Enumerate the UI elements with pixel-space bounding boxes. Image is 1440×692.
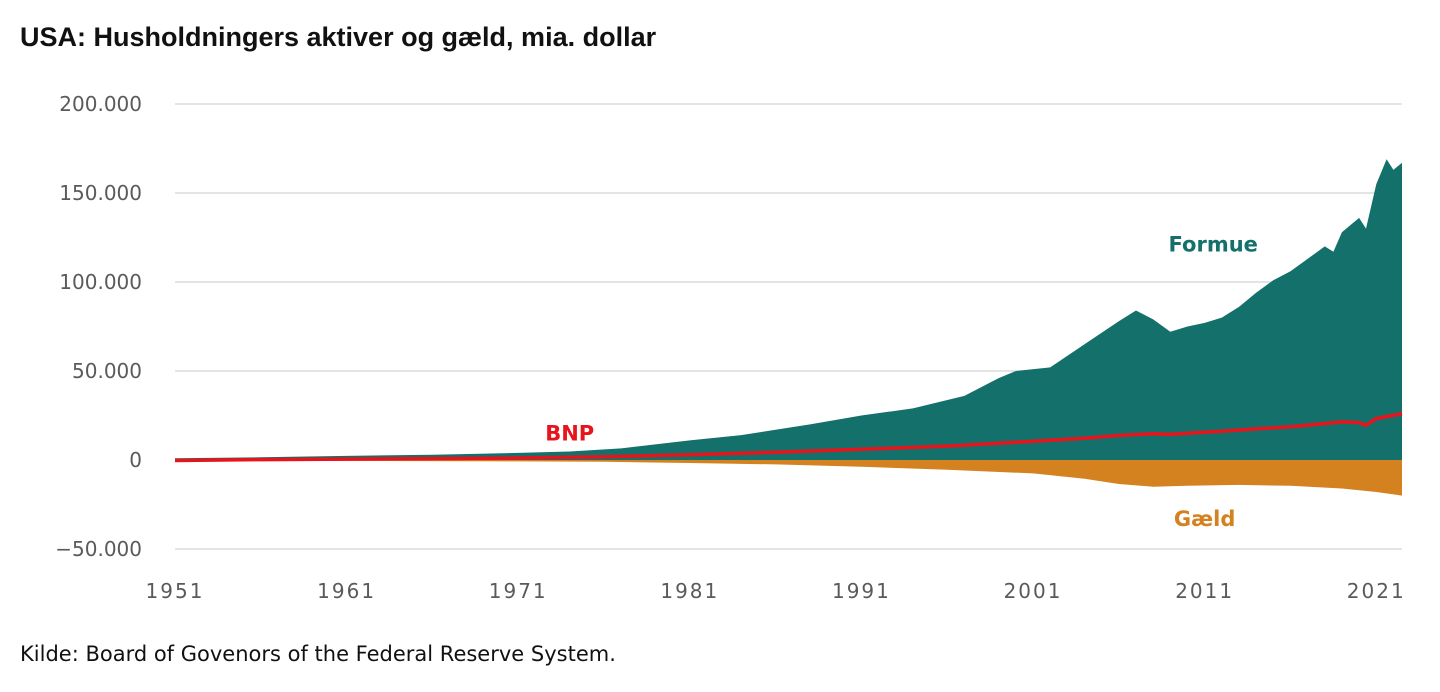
annotation-layer: Formue BNP Gæld	[545, 233, 1258, 531]
line-layer	[174, 411, 1403, 463]
x-tick-label: 1951	[146, 579, 205, 603]
area-layer	[175, 159, 1402, 496]
x-tick-label: 1961	[317, 579, 376, 603]
line-bnp	[174, 411, 1403, 463]
source-note: Kilde: Board of Govenors of the Federal …	[20, 642, 616, 666]
series-label: BNP	[545, 421, 594, 445]
area-gaeld	[175, 460, 1402, 496]
area-formue	[175, 159, 1402, 460]
y-tick-label: 200.000	[59, 92, 142, 116]
y-tick-label: 150.000	[59, 181, 142, 205]
x-tick-label: 2011	[1175, 579, 1234, 603]
y-tick-label: 50.000	[72, 359, 142, 383]
series-label: Gæld	[1174, 507, 1235, 531]
x-tick-label: 2021	[1347, 579, 1406, 603]
y-tick-label: −50.000	[55, 537, 142, 561]
x-tick-label: 1981	[660, 579, 719, 603]
y-tick-label: 100.000	[59, 270, 142, 294]
x-tick-label: 1971	[489, 579, 548, 603]
y-axis-ticks: −50.000 0 50.000 100.000 150.000 200.000	[55, 92, 142, 561]
x-tick-label: 1991	[832, 579, 891, 603]
y-tick-label: 0	[129, 448, 142, 472]
x-axis-ticks: 1951 1961 1971 1981 1991 2001 2011 2021	[146, 579, 1406, 603]
x-tick-label: 2001	[1004, 579, 1063, 603]
chart-title: USA: Husholdningers aktiver og gæld, mia…	[20, 22, 657, 52]
chart: −50.000 0 50.000 100.000 150.000 200.000 1951…	[55, 92, 1406, 603]
series-label: Formue	[1169, 233, 1258, 257]
